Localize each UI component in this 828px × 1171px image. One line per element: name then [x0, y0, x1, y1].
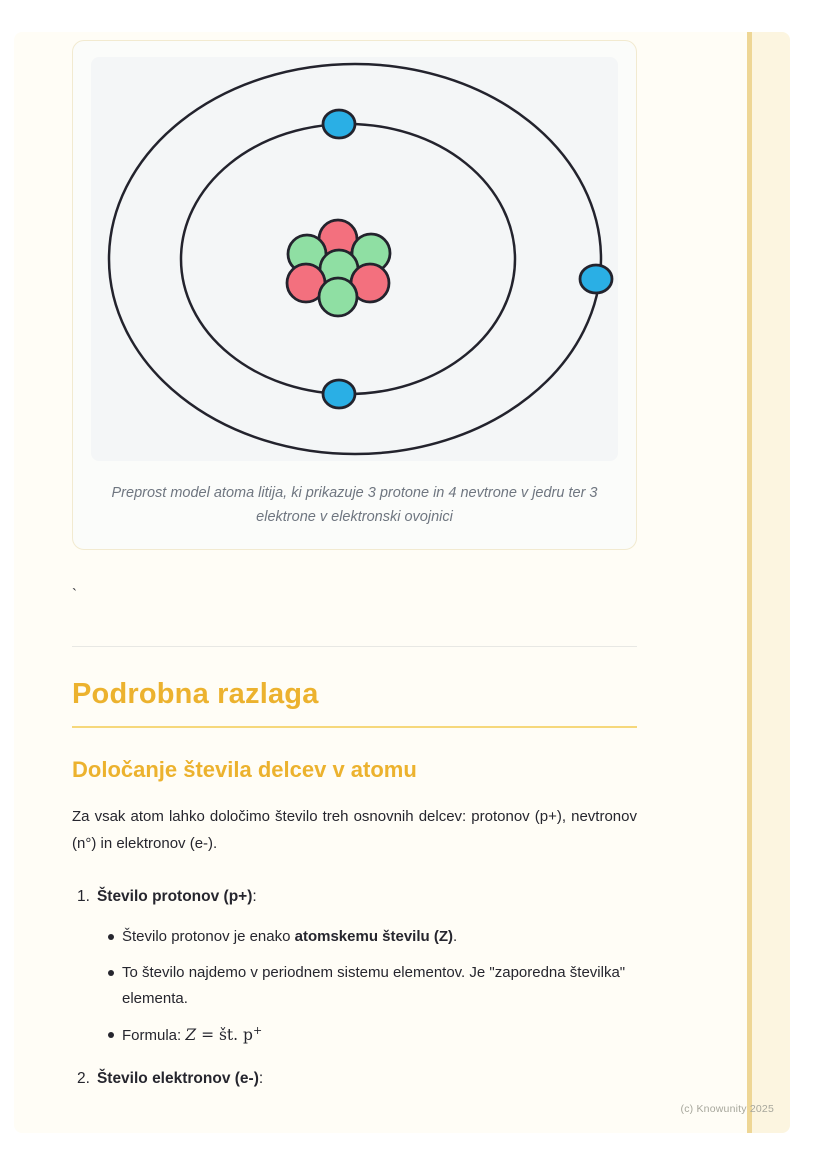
figure-caption: Preprost model atoma litija, ki prikazuj…: [111, 485, 598, 525]
formula-text: = št. p: [196, 1026, 253, 1044]
list-item-protons: 1. Število protonov (p+):: [72, 883, 637, 910]
bullet-text: To število najdemo v periodnem sistemu e…: [122, 964, 626, 1007]
bullet-dot: [108, 1032, 114, 1038]
formula-variable: Z: [185, 1026, 197, 1044]
bullet-text-post: .: [453, 928, 458, 945]
formula-label: Formula:: [122, 1027, 186, 1044]
electron-circle: [321, 378, 357, 410]
numbered-list: 1. Število protonov (p+): Število proton…: [72, 883, 637, 1092]
list-item-electrons: 2. Število elektronov (e-):: [72, 1065, 637, 1092]
formula-superscript: +: [252, 1024, 263, 1037]
atom-panel: [91, 57, 618, 461]
list-item-title: Število elektronov (e-): [96, 1070, 259, 1087]
bullet-item: Formula: Z = št. p+: [72, 1022, 637, 1049]
bullet-item: Število protonov je enako atomskemu štev…: [72, 924, 637, 950]
bullet-dot: [108, 934, 114, 940]
section-title: Podrobna razlaga: [72, 677, 637, 728]
list-number: 2.: [77, 1070, 90, 1087]
page-edge-band: [752, 32, 790, 1133]
list-item-colon: :: [258, 1070, 264, 1087]
bullet-dot: [108, 970, 114, 976]
list-item-title: Število protonov (p+): [96, 888, 253, 905]
bullet-text-pre: Število protonov je enako: [122, 928, 295, 945]
watermark: (c) Knowunity 2025: [680, 1103, 774, 1115]
bullet-list: Število protonov je enako atomskemu štev…: [72, 924, 637, 1049]
stray-backtick-text: `: [72, 586, 77, 603]
bullet-text-bold: atomskemu številu (Z): [294, 928, 453, 945]
bullet-item: To število najdemo v periodnem sistemu e…: [72, 960, 637, 1012]
electron-circle: [321, 108, 357, 140]
figure-card: Preprost model atoma litija, ki prikazuj…: [72, 40, 637, 550]
atom-diagram: [107, 62, 614, 456]
intro-paragraph: Za vsak atom lahko določimo število treh…: [72, 808, 637, 852]
page-content: Preprost model atoma litija, ki prikazuj…: [72, 32, 637, 1092]
subsection-title: Določanje števila delcev v atomu: [72, 757, 417, 782]
orbit-outer: [107, 62, 603, 456]
neutron-circle: [317, 276, 359, 318]
list-item-colon: :: [252, 888, 257, 905]
page-accent-line: [747, 32, 752, 1133]
electron-circle: [578, 263, 614, 295]
document-page: Preprost model atoma litija, ki prikazuj…: [14, 32, 790, 1133]
section-divider: [72, 646, 637, 647]
list-number: 1.: [77, 888, 90, 905]
